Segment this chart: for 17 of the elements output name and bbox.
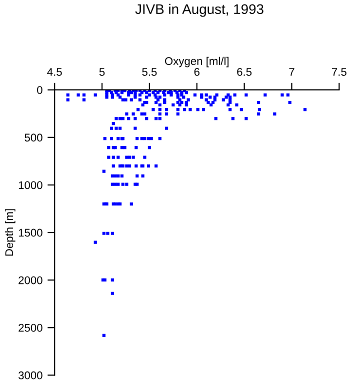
- y-tick-label: 2500: [18, 324, 42, 332]
- x-tick-label: 7.5: [332, 68, 346, 76]
- x-tick-label: 4.5: [47, 68, 62, 76]
- x-tick-label: 6.5: [237, 68, 252, 76]
- y-tick-label: 500: [24, 134, 42, 142]
- y-tick-label: 0: [37, 86, 42, 94]
- x-tick-label: 5.5: [142, 68, 157, 76]
- x-tick-label: 5: [99, 68, 105, 76]
- x-tick-label: 7: [289, 68, 294, 76]
- chart-title: JIVB in August, 1993: [135, 4, 264, 17]
- y-axis-title: Depth [m]: [4, 209, 16, 256]
- x-tick-label: 6: [194, 68, 200, 76]
- x-axis-title: Oxygen [ml/l]: [164, 56, 228, 68]
- y-tick-label: 2000: [18, 276, 42, 284]
- y-tick-label: 1000: [18, 181, 42, 190]
- y-tick-label: 3000: [18, 371, 42, 380]
- y-tick-label: 1500: [18, 228, 42, 237]
